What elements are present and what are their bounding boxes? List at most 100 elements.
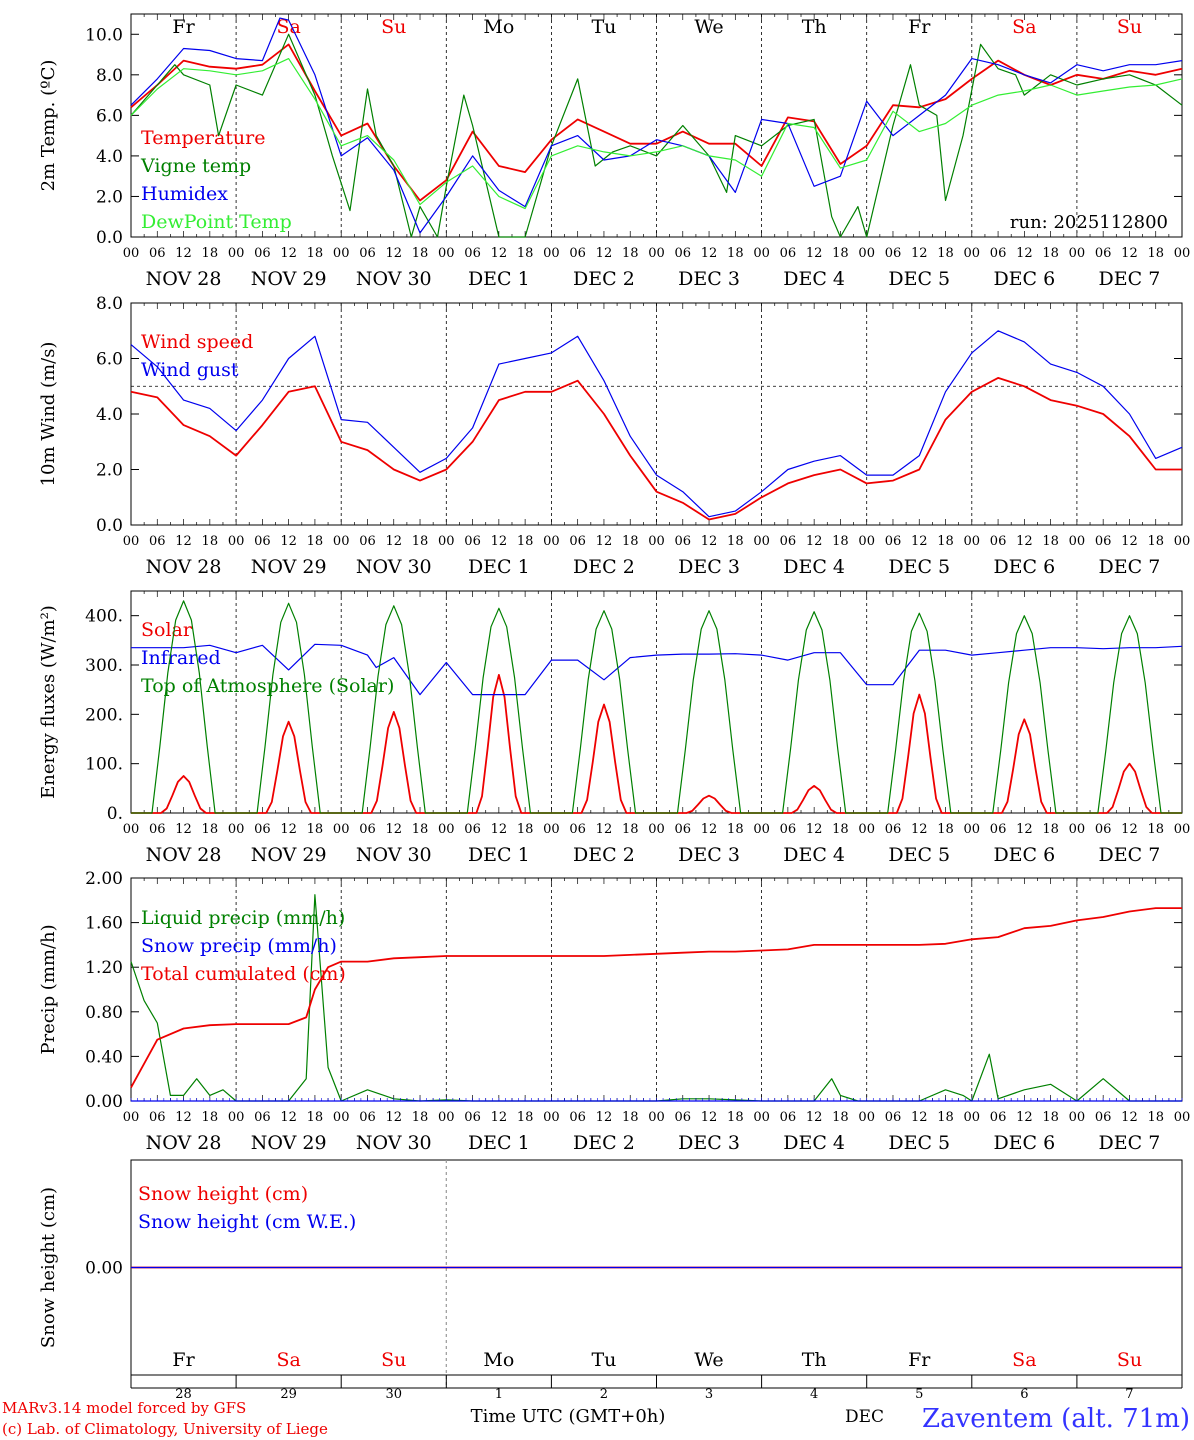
hour-label: 06 bbox=[675, 246, 692, 261]
hour-label: 12 bbox=[1121, 246, 1138, 261]
date-label: DEC 5 bbox=[888, 556, 950, 578]
hour-label: 00 bbox=[753, 534, 770, 549]
hour-label: 06 bbox=[1095, 1110, 1112, 1125]
legend-entry: Snow height (cm) bbox=[138, 1183, 308, 1205]
day-number: 28 bbox=[175, 1387, 192, 1402]
date-label: DEC 5 bbox=[888, 1132, 950, 1154]
hour-label: 18 bbox=[1147, 1110, 1164, 1125]
hour-label: 00 bbox=[333, 534, 350, 549]
hour-label: 18 bbox=[1147, 534, 1164, 549]
hour-label: 12 bbox=[596, 534, 613, 549]
day-number: 5 bbox=[915, 1387, 923, 1402]
hour-label: 12 bbox=[385, 822, 402, 837]
hour-label: 18 bbox=[517, 1110, 534, 1125]
weekday-label: Su bbox=[381, 16, 406, 38]
weekday-label: Mo bbox=[483, 1349, 514, 1371]
hour-label: 18 bbox=[1147, 246, 1164, 261]
hour-label: 00 bbox=[438, 246, 455, 261]
day-number: 4 bbox=[810, 1387, 818, 1402]
hour-label: 00 bbox=[333, 822, 350, 837]
y-tick-label: 6.0 bbox=[96, 350, 123, 370]
date-label: DEC 5 bbox=[888, 268, 950, 290]
hour-label: 06 bbox=[569, 246, 586, 261]
hour-label: 00 bbox=[858, 246, 875, 261]
series-wind-gust bbox=[130, 330, 1183, 518]
date-label: DEC 3 bbox=[678, 268, 740, 290]
hour-label: 06 bbox=[780, 1110, 797, 1125]
hour-label: 00 bbox=[438, 1110, 455, 1125]
hour-label: 06 bbox=[885, 1110, 902, 1125]
hour-label: 06 bbox=[675, 822, 692, 837]
station-label: Zaventem (alt. 71m) bbox=[922, 1404, 1190, 1434]
hour-label: 18 bbox=[1147, 822, 1164, 837]
hour-label: 18 bbox=[517, 246, 534, 261]
hour-label: 18 bbox=[202, 1110, 219, 1125]
hour-label: 06 bbox=[149, 534, 166, 549]
hour-label: 18 bbox=[412, 1110, 429, 1125]
y-axis-label: Snow height (cm) bbox=[38, 1187, 59, 1348]
hour-label: 00 bbox=[123, 246, 140, 261]
series-humidex bbox=[130, 17, 1183, 234]
y-axis-label: Precip (mm/h) bbox=[38, 924, 59, 1054]
hour-label: 00 bbox=[1069, 822, 1086, 837]
hour-label: 12 bbox=[491, 246, 508, 261]
y-tick-label: 10.0 bbox=[85, 25, 123, 45]
date-label: DEC 2 bbox=[573, 556, 635, 578]
hour-label: 00 bbox=[1174, 1110, 1191, 1125]
y-tick-label: 100. bbox=[85, 755, 123, 775]
y-tick-label: 0.00 bbox=[85, 1092, 123, 1112]
hour-label: 12 bbox=[385, 534, 402, 549]
hour-label: 18 bbox=[622, 1110, 639, 1125]
y-tick-label: 200. bbox=[85, 705, 123, 725]
hour-label: 00 bbox=[1174, 822, 1191, 837]
day-number: 2 bbox=[600, 1387, 608, 1402]
y-tick-label: 1.20 bbox=[85, 958, 123, 978]
day-number: 29 bbox=[280, 1387, 297, 1402]
hour-label: 12 bbox=[806, 822, 823, 837]
hour-label: 00 bbox=[438, 822, 455, 837]
legend-entry: Snow height (cm W.E.) bbox=[138, 1211, 356, 1233]
legend-entry: Wind speed bbox=[141, 331, 253, 353]
y-tick-label: 8.0 bbox=[96, 66, 123, 86]
y-tick-label: 0. bbox=[107, 804, 123, 824]
hour-label: 06 bbox=[780, 246, 797, 261]
hour-label: 00 bbox=[1174, 534, 1191, 549]
hour-label: 06 bbox=[464, 246, 481, 261]
hour-label: 00 bbox=[333, 1110, 350, 1125]
hour-label: 06 bbox=[254, 822, 271, 837]
hour-label: 12 bbox=[175, 246, 192, 261]
weekday-label: Fr bbox=[172, 1349, 195, 1371]
hour-label: 12 bbox=[1121, 822, 1138, 837]
hour-label: 18 bbox=[412, 534, 429, 549]
hour-label: 18 bbox=[832, 534, 849, 549]
date-label: DEC 3 bbox=[678, 556, 740, 578]
y-tick-label: 0.80 bbox=[85, 1003, 123, 1023]
legend-entry: Temperature bbox=[141, 127, 265, 149]
date-label: NOV 29 bbox=[251, 1132, 327, 1154]
hour-label: 12 bbox=[280, 1110, 297, 1125]
hour-label: 00 bbox=[228, 822, 245, 837]
hour-label: 12 bbox=[385, 1110, 402, 1125]
hour-label: 18 bbox=[307, 246, 324, 261]
hour-label: 00 bbox=[333, 246, 350, 261]
hour-label: 12 bbox=[1016, 822, 1033, 837]
hour-label: 06 bbox=[569, 822, 586, 837]
series-top-of-atmosphere-solar- bbox=[131, 600, 1182, 814]
hour-label: 12 bbox=[280, 534, 297, 549]
y-axis-label: 10m Wind (m/s) bbox=[38, 342, 59, 487]
hour-label: 18 bbox=[832, 1110, 849, 1125]
hour-label: 12 bbox=[280, 822, 297, 837]
date-label: DEC 7 bbox=[1099, 268, 1161, 290]
model-credit: MARv3.14 model forced by GFS bbox=[2, 1399, 246, 1417]
run-label: run: 2025112800 bbox=[1010, 212, 1168, 233]
hour-label: 18 bbox=[937, 534, 954, 549]
panel-3: 00 06 12 18 00 06 12 18 00 06 12 18 00 06 12 18 00 06 12 18… bbox=[38, 590, 1191, 866]
hour-label: 12 bbox=[596, 822, 613, 837]
hour-label: 00 bbox=[648, 246, 665, 261]
hour-label: 06 bbox=[569, 534, 586, 549]
hour-label: 00 bbox=[858, 534, 875, 549]
day-number: 3 bbox=[705, 1387, 713, 1402]
plot-frame bbox=[130, 13, 1183, 238]
hour-label: 00 bbox=[123, 822, 140, 837]
hour-label: 06 bbox=[149, 822, 166, 837]
